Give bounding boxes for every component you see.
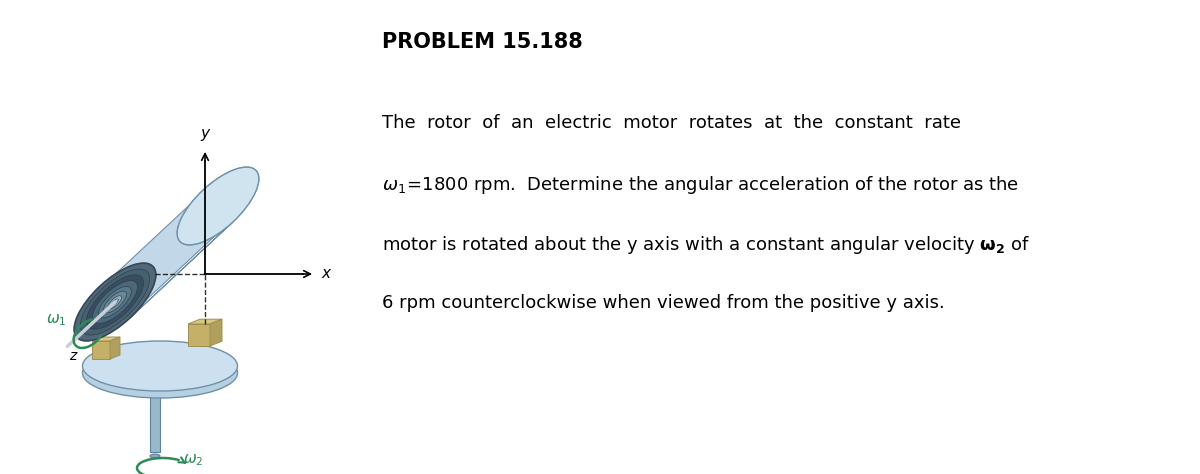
Ellipse shape	[74, 263, 156, 341]
Ellipse shape	[103, 291, 126, 313]
Text: The  rotor  of  an  electric  motor  rotates  at  the  constant  rate: The rotor of an electric motor rotates a…	[382, 114, 961, 132]
Text: PROBLEM 15.188: PROBLEM 15.188	[382, 32, 583, 52]
Polygon shape	[110, 337, 120, 359]
Text: z: z	[70, 349, 77, 363]
Ellipse shape	[83, 348, 238, 398]
Ellipse shape	[92, 281, 138, 323]
Text: $\omega_1$: $\omega_1$	[47, 312, 67, 328]
Ellipse shape	[83, 341, 238, 391]
Text: $\omega_2$: $\omega_2$	[182, 452, 204, 468]
Polygon shape	[188, 319, 222, 324]
Ellipse shape	[112, 299, 119, 305]
Text: y: y	[200, 126, 210, 141]
Ellipse shape	[80, 269, 150, 335]
Polygon shape	[86, 167, 259, 301]
Ellipse shape	[150, 454, 160, 458]
Text: motor is rotated about the y axis with a constant angular velocity $\mathbf{\ome: motor is rotated about the y axis with a…	[382, 234, 1031, 256]
Polygon shape	[210, 319, 222, 346]
Polygon shape	[92, 341, 110, 359]
Ellipse shape	[98, 286, 131, 318]
Ellipse shape	[108, 296, 121, 308]
Text: $\omega_1\!=\!1800$ rpm.  Determine the angular acceleration of the rotor as the: $\omega_1\!=\!1800$ rpm. Determine the a…	[382, 174, 1019, 196]
Polygon shape	[74, 206, 247, 341]
Polygon shape	[92, 337, 120, 341]
Text: 6 rpm counterclockwise when viewed from the positive y axis.: 6 rpm counterclockwise when viewed from …	[382, 294, 944, 312]
Ellipse shape	[178, 167, 259, 245]
Ellipse shape	[86, 275, 144, 329]
Polygon shape	[150, 369, 160, 452]
Text: x: x	[322, 266, 330, 282]
Polygon shape	[188, 324, 210, 346]
